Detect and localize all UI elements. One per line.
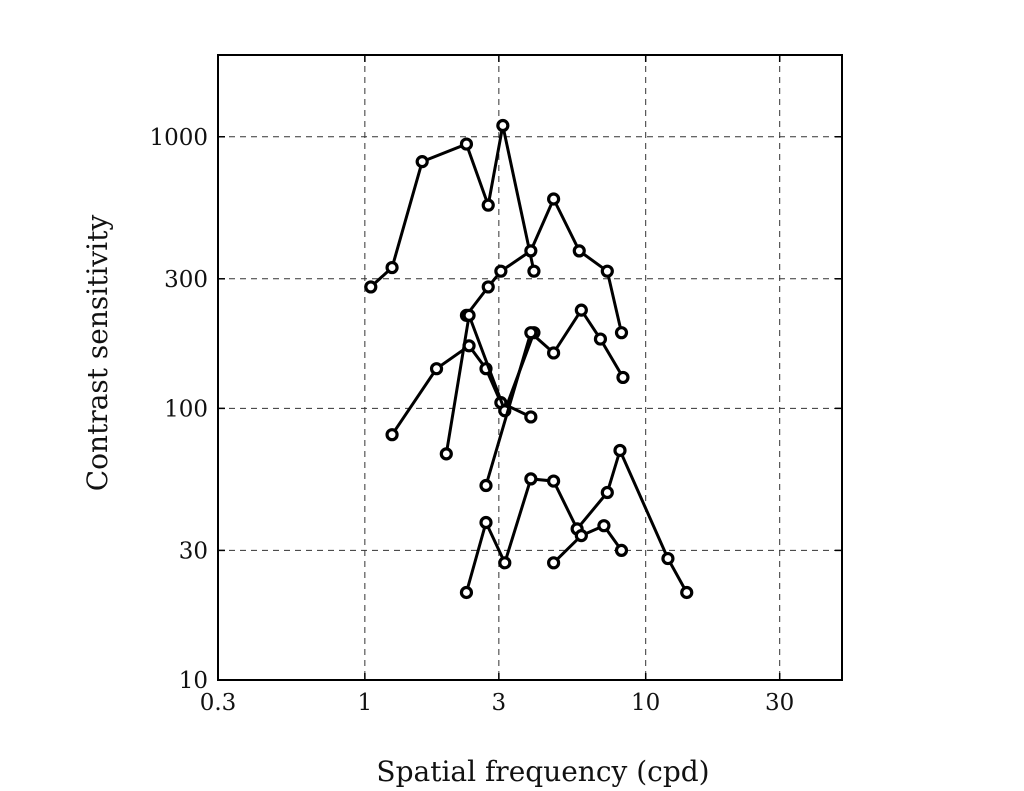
data-point-marker	[597, 519, 611, 533]
series-line	[444, 309, 536, 455]
y-tick-label: 300	[164, 267, 208, 293]
data-point-marker	[614, 326, 629, 340]
grid-lines	[218, 55, 842, 680]
y-tick-label: 100	[164, 396, 208, 422]
series-7	[547, 519, 629, 570]
data-point-marker	[481, 198, 495, 212]
series-1	[364, 118, 541, 294]
series-6	[459, 443, 694, 600]
data-point-marker	[364, 280, 378, 294]
data-point-marker	[547, 346, 561, 360]
tick-labels: 0.3 1 3 10 30 10 30 100 300 1000	[149, 125, 794, 716]
x-tick-label: 30	[765, 690, 794, 716]
x-tick-label: 10	[631, 690, 660, 716]
data-point-marker	[498, 556, 512, 570]
data-point-marker	[385, 428, 399, 442]
y-axis-label: Contrast sensitivity	[81, 215, 114, 492]
series-2	[459, 192, 629, 340]
data-point-marker	[415, 155, 429, 169]
data-point-marker	[572, 244, 586, 258]
data-point-marker	[524, 326, 538, 340]
data-point-marker	[574, 529, 588, 543]
data-point-marker	[524, 244, 538, 258]
axis-ticks	[217, 55, 842, 681]
data-point-marker	[462, 308, 476, 322]
series-line	[484, 307, 625, 486]
series-line	[465, 195, 623, 334]
y-tick-label: 30	[179, 538, 208, 564]
x-axis-label: Spatial frequency (cpd)	[376, 755, 709, 788]
series-5	[479, 303, 630, 493]
data-point-marker	[600, 485, 614, 500]
data-series	[364, 118, 694, 600]
data-point-marker	[616, 370, 630, 385]
data-point-marker	[481, 280, 495, 294]
x-tick-label: 0.3	[200, 690, 237, 716]
data-point-marker	[479, 515, 493, 530]
data-point-marker	[496, 118, 510, 133]
data-point-marker	[547, 474, 561, 488]
data-point-marker	[494, 264, 508, 278]
x-tick-label: 1	[358, 690, 373, 716]
data-point-marker	[593, 332, 608, 346]
data-point-marker	[479, 478, 493, 493]
data-point-marker	[547, 556, 561, 570]
data-point-marker	[547, 192, 561, 206]
data-point-marker	[661, 551, 675, 566]
y-tick-label: 1000	[149, 125, 208, 151]
data-point-marker	[600, 264, 614, 278]
series-line	[464, 446, 689, 594]
data-point-marker	[459, 137, 474, 151]
data-point-marker	[439, 447, 453, 461]
data-point-marker	[527, 264, 541, 278]
data-point-marker	[574, 303, 588, 317]
data-point-marker	[613, 443, 627, 458]
series-line	[552, 523, 623, 564]
plot-frame	[217, 54, 843, 681]
data-point-marker	[680, 585, 694, 600]
data-point-marker	[385, 260, 399, 275]
data-point-marker	[614, 543, 629, 558]
data-point-marker	[524, 472, 538, 486]
y-tick-label: 10	[179, 668, 208, 694]
x-tick-label: 3	[492, 690, 507, 716]
data-point-marker	[429, 362, 444, 376]
data-point-marker	[459, 585, 474, 600]
data-point-marker	[524, 410, 538, 424]
